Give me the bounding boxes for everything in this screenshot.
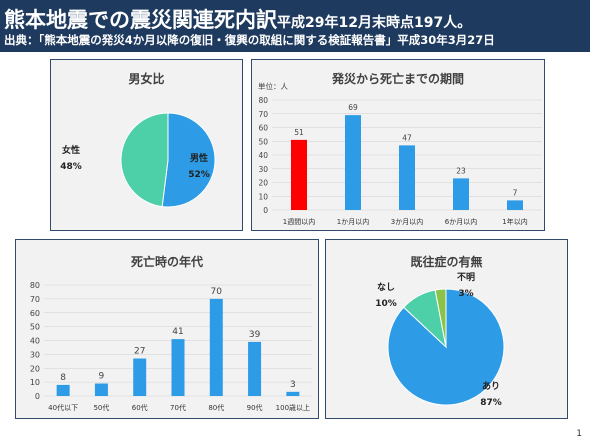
preexisting-value-0: 87% <box>480 398 502 408</box>
age-ytick-1: 10 <box>30 378 40 387</box>
age-bar-3 <box>171 339 185 396</box>
age-bar-4 <box>209 298 223 396</box>
period-bar-1 <box>345 115 361 210</box>
age-data-label-2: 27 <box>134 347 145 357</box>
age-bar-1 <box>94 383 108 396</box>
period-panel: 発災から死亡までの期間 単位：人 0 10 20 30 40 50 60 70 80 51 1週間以内… <box>251 59 545 231</box>
period-ytick-7: 70 <box>258 110 268 119</box>
age-category-5: 90代 <box>247 403 263 412</box>
age-data-label-5: 39 <box>249 330 261 340</box>
age-ytick-0: 0 <box>35 392 40 401</box>
period-ytick-3: 30 <box>258 165 268 174</box>
period-bar-chart: 単位：人 0 10 20 30 40 50 60 70 80 51 1週間以内 69 1か月以内 47 3か月… <box>258 81 542 226</box>
age-data-label-3: 41 <box>172 327 183 337</box>
age-data-label-0: 8 <box>60 373 66 383</box>
gender-label-1: 女性 <box>62 144 80 156</box>
header-banner: 熊本地震での震災関連死内訳平成29年12月末時点197人。 出典：「熊本地震の発… <box>0 0 590 52</box>
period-data-label-1: 69 <box>348 103 358 112</box>
period-ytick-5: 50 <box>258 137 268 146</box>
age-ytick-8: 80 <box>30 281 40 290</box>
age-bar-6 <box>286 391 300 396</box>
age-bar-5 <box>248 341 262 396</box>
page-title: 熊本地震での震災関連死内訳平成29年12月末時点197人。 <box>4 8 472 32</box>
age-data-label-4: 70 <box>211 287 223 297</box>
preexisting-slice-2 <box>434 288 447 348</box>
period-category-0: 1週間以内 <box>283 217 315 226</box>
period-data-label-0: 51 <box>294 128 304 137</box>
gender-chart-title: 男女比 <box>128 72 165 86</box>
age-ytick-6: 60 <box>30 309 40 318</box>
preexisting-chart-title: 既往症の有無 <box>410 255 483 269</box>
preexisting-pie-chart: あり 87% なし 10% 不明 3% <box>375 272 505 408</box>
gender-slice-1 <box>120 112 169 208</box>
age-category-1: 50代 <box>93 403 109 412</box>
preexisting-panel: 既往症の有無 あり 87% なし 10% 不明 3% <box>325 239 568 419</box>
age-ytick-2: 20 <box>30 364 40 373</box>
preexisting-value-2: 3% <box>458 289 473 299</box>
period-ytick-6: 60 <box>258 124 268 133</box>
page-number: 1 <box>576 429 582 439</box>
age-data-label-1: 9 <box>99 372 105 382</box>
age-data-label-6: 3 <box>290 380 296 390</box>
gender-slice-0 <box>161 112 216 208</box>
period-data-label-4: 7 <box>513 188 518 197</box>
period-category-3: 6か月以内 <box>445 217 477 226</box>
age-ytick-7: 70 <box>30 295 40 304</box>
age-bar-2 <box>133 358 147 396</box>
age-category-2: 60代 <box>132 403 148 412</box>
gender-value-1: 48% <box>60 162 82 172</box>
age-bar-0 <box>56 384 70 396</box>
period-ytick-0: 0 <box>263 206 268 215</box>
age-ytick-3: 30 <box>30 350 40 359</box>
source-citation: 出典：「熊本地震の発災4か月以降の復旧・復興の取組に関する検証報告書」平成30年… <box>4 33 495 47</box>
age-category-3: 70代 <box>170 403 186 412</box>
age-category-4: 80代 <box>208 403 224 412</box>
age-ytick-4: 40 <box>30 337 40 346</box>
age-panel: 死亡時の年代 0 10 20 30 40 50 60 70 80 8 40代以下 9 50代 27 60代 4… <box>15 239 319 419</box>
period-bar-4 <box>507 200 523 210</box>
preexisting-label-1: なし <box>377 282 395 293</box>
period-data-label-3: 23 <box>456 166 466 175</box>
period-unit-label: 単位：人 <box>258 81 288 91</box>
gender-ratio-panel: 男女比 男性 52% 女性 48% <box>50 59 243 231</box>
period-bar-0 <box>291 139 307 210</box>
period-bar-3 <box>453 178 469 210</box>
gender-label-0: 男性 <box>190 152 208 164</box>
age-chart-title: 死亡時の年代 <box>130 255 203 269</box>
age-ytick-5: 50 <box>30 323 40 332</box>
gender-pie-chart: 男性 52% 女性 48% <box>60 112 216 208</box>
preexisting-value-1: 10% <box>375 299 397 309</box>
period-chart-title: 発災から死亡までの期間 <box>331 72 464 86</box>
preexisting-label-2: 不明 <box>457 272 475 283</box>
age-category-0: 40代以下 <box>48 403 78 412</box>
period-ytick-2: 20 <box>258 179 268 188</box>
period-category-1: 1か月以内 <box>337 217 369 226</box>
preexisting-label-0: あり <box>482 381 500 392</box>
age-category-6: 100歳以上 <box>276 403 310 412</box>
period-ytick-4: 40 <box>258 151 268 160</box>
period-category-4: 1年以内 <box>502 217 527 226</box>
period-ytick-1: 10 <box>258 192 268 201</box>
period-category-2: 3か月以内 <box>391 217 423 226</box>
age-bar-chart: 0 10 20 30 40 50 60 70 80 8 40代以下 9 50代 27 60代 41 70代 70 8… <box>30 281 312 412</box>
gender-value-0: 52% <box>188 170 210 180</box>
period-data-label-2: 47 <box>402 133 412 142</box>
period-bar-2 <box>399 145 415 210</box>
period-ytick-8: 80 <box>258 96 268 105</box>
